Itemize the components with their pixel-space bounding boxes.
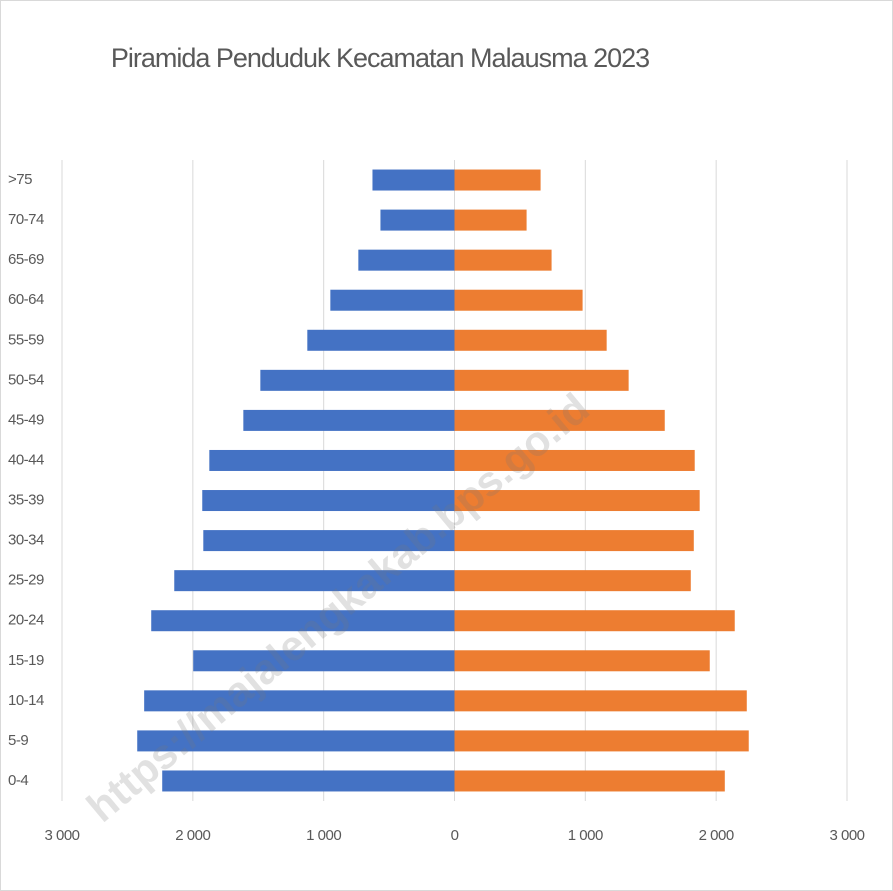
bar xyxy=(454,690,747,712)
x-tick-label: 1 000 xyxy=(306,827,341,844)
bar xyxy=(454,249,552,271)
x-tick-label: 3 000 xyxy=(829,827,864,844)
y-tick-label: 15-19 xyxy=(8,652,44,669)
bar xyxy=(330,289,455,311)
bar xyxy=(454,209,527,231)
bar xyxy=(202,490,455,512)
bar xyxy=(203,530,455,552)
bar xyxy=(454,329,607,351)
y-tick-label: 20-24 xyxy=(8,612,44,629)
y-tick-label: 35-39 xyxy=(8,492,44,509)
y-tick-label: >75 xyxy=(8,171,32,188)
y-tick-label: 25-29 xyxy=(8,572,44,589)
bar xyxy=(454,369,629,391)
y-tick-label: 65-69 xyxy=(8,251,44,268)
bar xyxy=(454,490,700,512)
bar xyxy=(137,730,455,752)
y-tick-label: 55-59 xyxy=(8,331,44,348)
bar xyxy=(454,570,691,592)
bar xyxy=(174,570,455,592)
bar xyxy=(358,249,455,271)
y-tick-label: 10-14 xyxy=(8,692,44,709)
bar xyxy=(307,329,455,351)
bar xyxy=(454,530,694,552)
bar xyxy=(209,449,455,471)
y-tick-label: 30-34 xyxy=(8,532,44,549)
x-tick-label: 2 000 xyxy=(699,827,734,844)
x-tick-label: 3 000 xyxy=(44,827,79,844)
x-tick-label: 1 000 xyxy=(568,827,603,844)
bar xyxy=(454,770,725,792)
x-tick-label: 2 000 xyxy=(175,827,210,844)
bar xyxy=(260,369,455,391)
bar xyxy=(454,730,749,752)
y-tick-label: 70-74 xyxy=(8,211,44,228)
bar xyxy=(193,650,455,672)
bar xyxy=(380,209,455,231)
y-tick-label: 45-49 xyxy=(8,411,44,428)
bar xyxy=(372,169,455,191)
bar xyxy=(144,690,455,712)
bar xyxy=(454,169,541,191)
y-tick-label: 40-44 xyxy=(8,451,44,468)
y-tick-label: 60-64 xyxy=(8,291,44,308)
bar xyxy=(243,409,455,431)
bar xyxy=(454,650,710,672)
chart-title: Piramida Penduduk Kecamatan Malausma 202… xyxy=(111,43,649,73)
x-tick-label: 0 xyxy=(451,827,459,844)
y-tick-label: 0-4 xyxy=(8,772,28,789)
bar xyxy=(454,610,735,632)
bar xyxy=(454,449,695,471)
bar xyxy=(454,409,665,431)
bar xyxy=(454,289,583,311)
bar xyxy=(162,770,455,792)
y-tick-label: 5-9 xyxy=(8,732,28,749)
y-tick-label: 50-54 xyxy=(8,371,44,388)
bar xyxy=(151,610,455,632)
